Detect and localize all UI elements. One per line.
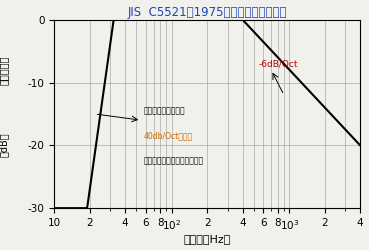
X-axis label: 周波数（Hz）: 周波数（Hz） xyxy=(183,234,231,244)
Text: -6dB/Oct: -6dB/Oct xyxy=(259,59,299,68)
Text: 特定されていないが: 特定されていないが xyxy=(143,106,185,115)
Text: レスポンス: レスポンス xyxy=(0,55,9,85)
Text: 測定してもよいとされている: 測定してもよいとされている xyxy=(143,156,203,166)
Title: JIS  C5521、1975年版では図が省略】: JIS C5521、1975年版では図が省略】 xyxy=(127,6,287,18)
Text: 40db/Oct程度で: 40db/Oct程度で xyxy=(143,132,192,140)
Text: （dB）: （dB） xyxy=(0,133,9,157)
